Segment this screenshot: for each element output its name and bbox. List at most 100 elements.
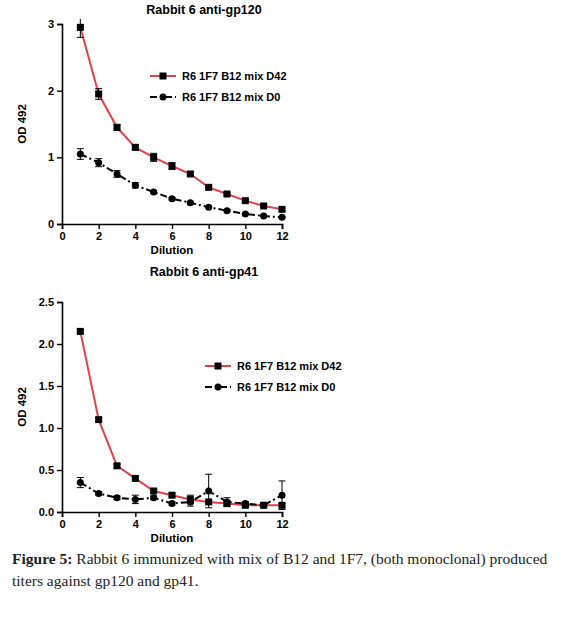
error-bar xyxy=(205,474,212,508)
error-bar xyxy=(132,495,139,503)
marker xyxy=(169,163,176,170)
series xyxy=(77,328,286,509)
y-axis: 0.00.51.01.52.02.5 xyxy=(39,296,63,518)
marker xyxy=(114,171,121,178)
error-bar xyxy=(187,498,194,506)
tick: 4 xyxy=(133,512,140,530)
tick: 10 xyxy=(240,224,252,242)
axis-line xyxy=(57,303,63,513)
tick-mark xyxy=(172,224,173,229)
error-bar xyxy=(279,481,286,510)
error-bar xyxy=(132,183,139,188)
y-axis: 0 1 2 3 xyxy=(48,18,63,230)
marker xyxy=(242,500,249,507)
tick: 1 xyxy=(48,151,62,163)
caption-label: Figure 5: xyxy=(12,550,72,567)
tick: 0 xyxy=(59,224,65,242)
tick-label: 0 xyxy=(48,218,54,230)
tick-label: 1 xyxy=(48,151,54,163)
tick-mark xyxy=(57,24,62,25)
marker xyxy=(114,494,121,501)
tick-label: 6 xyxy=(169,230,175,242)
chart: 0246810120.00.51.01.52.02.5Rabbit 6 anti… xyxy=(16,265,342,544)
tick-mark xyxy=(245,224,246,229)
marker xyxy=(242,211,249,218)
legend-item: R6 1F7 B12 mix D0 xyxy=(205,381,335,393)
tick: 1.5 xyxy=(39,380,62,392)
tick: 10 xyxy=(240,512,252,530)
tick: 2 xyxy=(48,85,62,97)
plot-area xyxy=(77,328,286,510)
tick-label: 0 xyxy=(59,230,65,242)
marker xyxy=(187,498,194,505)
marker xyxy=(150,494,157,501)
tick-label: 2 xyxy=(48,85,54,97)
tick-mark xyxy=(208,512,209,517)
series xyxy=(77,149,286,221)
marker xyxy=(95,416,102,423)
tick-label: 2 xyxy=(96,230,102,242)
error-bar xyxy=(95,159,102,167)
error-bar xyxy=(114,171,121,178)
tick-label: 10 xyxy=(240,518,252,530)
line xyxy=(80,483,282,506)
tick-label: 8 xyxy=(206,230,212,242)
y-axis-title: OD 492 xyxy=(16,104,28,144)
marker xyxy=(132,496,139,503)
error-bar xyxy=(224,498,231,506)
error-bar xyxy=(77,149,84,160)
x-axis-title: Dilution xyxy=(151,532,194,544)
marker xyxy=(132,475,139,482)
tick: 0.0 xyxy=(39,506,62,518)
tick: 2 xyxy=(96,224,102,242)
marker xyxy=(77,328,84,335)
tick: 12 xyxy=(276,512,288,530)
axis-line xyxy=(63,513,283,518)
error-bar xyxy=(132,145,139,150)
legend-label: R6 1F7 B12 mix D0 xyxy=(237,381,335,393)
marker xyxy=(169,195,176,202)
tick: 4 xyxy=(133,224,140,242)
tick-label: 4 xyxy=(133,230,140,242)
legend-label: R6 1F7 B12 mix D0 xyxy=(182,91,280,103)
x-axis: 024681012 xyxy=(59,224,288,242)
y-axis-title: OD 492 xyxy=(16,387,28,427)
tick: 2.0 xyxy=(39,338,62,350)
legend-marker xyxy=(160,94,167,101)
tick: 0 xyxy=(59,512,65,530)
legend-item: R6 1F7 B12 mix D0 xyxy=(150,91,280,103)
error-bar xyxy=(169,163,176,170)
marker xyxy=(95,91,102,98)
legend-item: R6 1F7 B12 mix D42 xyxy=(150,70,287,82)
tick-mark xyxy=(98,512,99,517)
tick-label: 8 xyxy=(206,518,212,530)
tick: 1.0 xyxy=(39,422,62,434)
tick-mark xyxy=(57,428,62,429)
marker xyxy=(205,488,212,495)
tick: 8 xyxy=(206,512,212,530)
tick-label: 0.5 xyxy=(39,464,54,476)
legend-marker xyxy=(215,384,222,391)
tick-mark xyxy=(135,224,136,229)
tick: 3 xyxy=(48,18,62,30)
marker xyxy=(169,500,176,507)
tick-mark xyxy=(98,224,99,229)
plot-area xyxy=(77,19,286,221)
marker xyxy=(224,191,231,198)
x-axis: 024681012 xyxy=(59,512,288,530)
marker xyxy=(224,207,231,214)
tick-label: 3 xyxy=(48,18,54,30)
title: Rabbit 6 anti-gp41 xyxy=(150,265,258,279)
caption: Figure 5: Rabbit 6 immunized with mix of… xyxy=(12,548,557,593)
marker xyxy=(279,206,286,213)
error-bar xyxy=(77,19,84,37)
legend-marker xyxy=(215,363,222,370)
marker xyxy=(132,182,139,189)
tick-mark xyxy=(57,344,62,345)
legend: R6 1F7 B12 mix D42 R6 1F7 B12 mix D0 xyxy=(150,70,287,103)
tick: 8 xyxy=(206,224,212,242)
tick-mark xyxy=(57,512,62,513)
tick: 0.5 xyxy=(39,464,62,476)
line xyxy=(80,154,282,217)
tick-label: 1.5 xyxy=(39,380,54,392)
